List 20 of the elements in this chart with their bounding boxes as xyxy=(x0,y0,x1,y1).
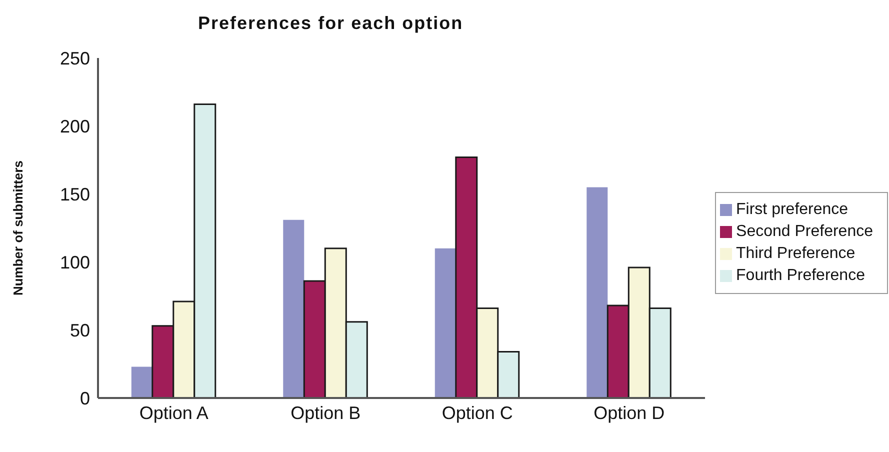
bar xyxy=(434,248,456,398)
legend-label: Fourth Preference xyxy=(736,267,865,284)
legend-label: Second Preference xyxy=(736,223,873,240)
bar xyxy=(586,187,608,398)
y-tick-label: 50 xyxy=(70,320,90,340)
x-tick-label: Option D xyxy=(594,402,665,423)
x-tick-label: Option A xyxy=(139,402,208,423)
bar xyxy=(131,366,152,398)
y-axis-title: Number of submitters xyxy=(10,160,26,296)
bar xyxy=(283,220,304,398)
y-tick-label: 250 xyxy=(60,48,90,68)
y-tick-label: 150 xyxy=(60,184,90,204)
legend-label: First preference xyxy=(736,201,848,218)
y-tick-label: 0 xyxy=(80,388,90,408)
x-tick-label: Option C xyxy=(442,402,513,423)
y-tick-label: 200 xyxy=(60,116,90,136)
legend-label: Third Preference xyxy=(736,245,856,262)
x-tick-label: Option B xyxy=(290,402,361,423)
y-tick-label: 100 xyxy=(60,252,90,272)
chart-title: Preferences for each option xyxy=(197,12,464,35)
